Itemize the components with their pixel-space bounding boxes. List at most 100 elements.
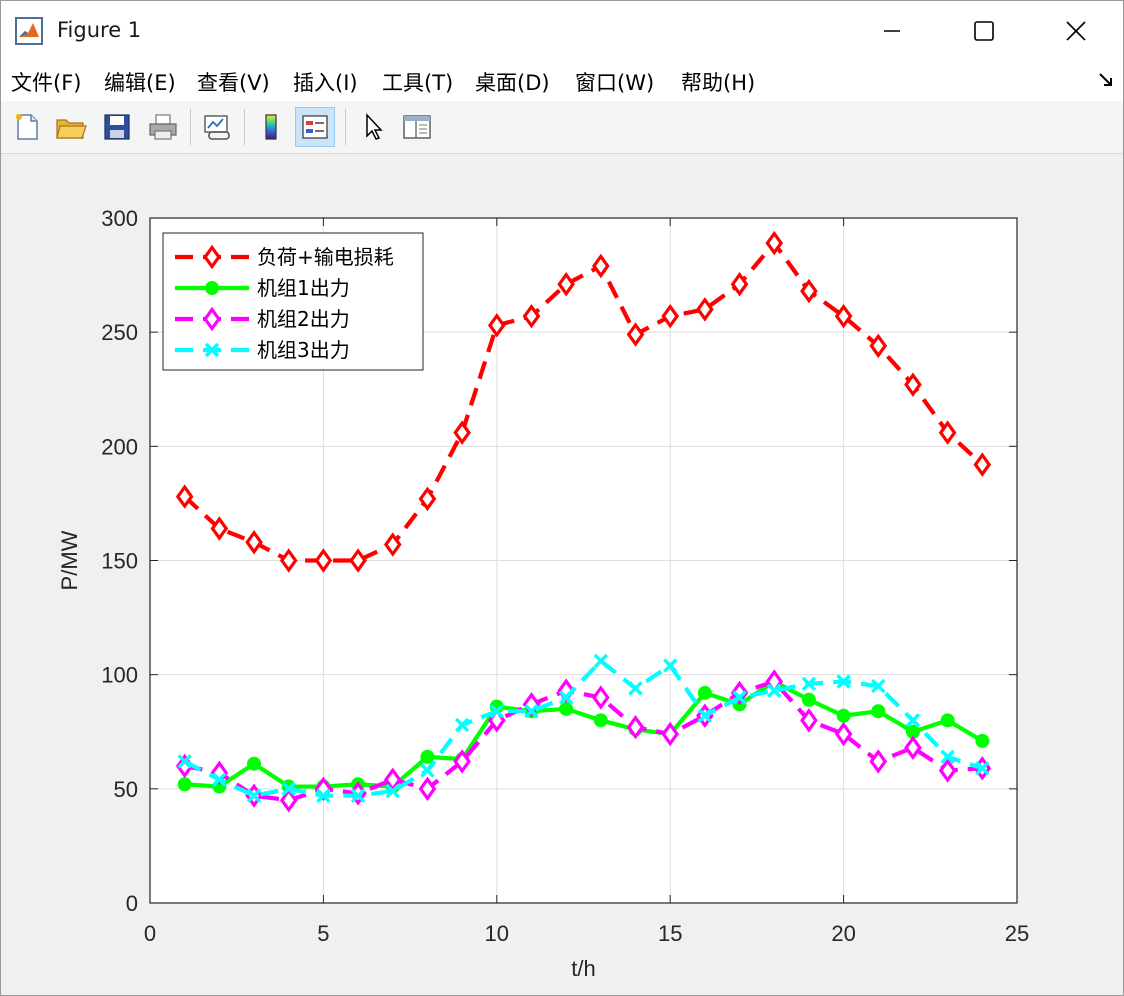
legend-item[interactable]: 机组3出力 <box>175 338 350 362</box>
series-3-point <box>314 776 333 802</box>
series-1-point <box>557 271 575 297</box>
link-plot-icon <box>204 115 230 140</box>
new-figure-button[interactable] <box>7 107 47 147</box>
series-4-point <box>697 708 713 723</box>
series-2-point <box>801 692 816 707</box>
y-tick-label: 250 <box>101 320 138 345</box>
menu-window[interactable]: 窗口(W) <box>575 71 655 95</box>
series-4-point <box>454 717 470 733</box>
x-tick-label: 5 <box>317 921 329 946</box>
save-button[interactable] <box>97 107 137 147</box>
y-tick-label: 50 <box>114 777 138 802</box>
print-button[interactable] <box>143 107 183 147</box>
series-1-point <box>834 303 853 329</box>
series-4-point <box>767 683 782 698</box>
series-2-point <box>593 713 608 728</box>
colorbar-button[interactable] <box>251 107 291 147</box>
series-4-point <box>281 781 296 797</box>
series-3-point <box>418 776 437 802</box>
legend-button[interactable] <box>295 107 335 147</box>
series-1-point <box>314 548 333 573</box>
window-title: Figure 1 <box>57 18 142 42</box>
menu-file[interactable]: 文件(F) <box>11 71 82 95</box>
series-4-point <box>871 678 886 694</box>
series-4-point <box>905 713 921 728</box>
maximize-icon <box>974 21 994 41</box>
series-4-point <box>420 763 435 778</box>
dock-arrow-icon[interactable] <box>1097 71 1115 89</box>
toolbar-separator <box>190 109 191 145</box>
series-2-point <box>247 756 262 771</box>
series-4-point <box>489 703 505 719</box>
menu-bar: 文件(F) 编辑(E) 查看(V) 插入(I) 工具(T) 桌面(D) 窗口(W… <box>1 61 1123 101</box>
series-4-point <box>316 788 331 803</box>
legend-marker <box>203 306 221 332</box>
series-3-point <box>279 788 298 813</box>
menu-edit[interactable]: 编辑(E) <box>104 71 176 95</box>
series-1-point <box>904 372 922 397</box>
print-icon <box>149 114 177 140</box>
series-1-point <box>487 313 506 338</box>
y-tick-label: 300 <box>101 206 138 231</box>
series-1-point <box>592 253 610 279</box>
maximize-button[interactable] <box>938 1 1030 61</box>
menu-insert[interactable]: 插入(I) <box>293 71 358 95</box>
series-4-point <box>246 788 262 803</box>
open-file-button[interactable] <box>51 107 91 147</box>
x-tick-label: 20 <box>831 921 855 946</box>
menu-view[interactable]: 查看(V) <box>197 71 270 95</box>
x-axis-label: t/h <box>571 956 595 981</box>
legend-label: 机组3出力 <box>257 338 350 362</box>
series-2-point <box>836 708 851 723</box>
legend-item[interactable]: 负荷+输电损耗 <box>175 244 394 270</box>
property-editor-icon <box>403 115 431 139</box>
y-tick-label: 150 <box>101 549 138 574</box>
legend-marker <box>204 342 220 358</box>
series-1-point <box>661 303 680 329</box>
pointer-button[interactable] <box>353 107 393 147</box>
property-editor-button[interactable] <box>397 107 437 147</box>
series-1-point <box>973 452 992 477</box>
series-4-point <box>940 749 955 765</box>
series-1-point <box>418 486 437 512</box>
series-1-point <box>869 333 888 359</box>
toolbar-separator <box>345 109 346 145</box>
series-3-point <box>904 735 922 760</box>
x-tick-label: 0 <box>144 921 156 946</box>
menu-tools[interactable]: 工具(T) <box>382 71 454 95</box>
series-2-point <box>697 685 712 700</box>
series-4-point <box>385 783 400 799</box>
matlab-icon <box>15 17 43 45</box>
series-4-point <box>350 788 366 803</box>
series-1-point <box>349 548 367 573</box>
series-1-point <box>175 484 194 509</box>
series-4-point <box>975 761 990 776</box>
save-icon <box>104 114 130 140</box>
series-3-point <box>834 721 853 747</box>
series-3-point <box>800 708 818 733</box>
minimize-button[interactable] <box>846 1 938 61</box>
close-button[interactable] <box>1030 1 1122 61</box>
pointer-icon <box>366 113 383 140</box>
series-3-point <box>869 749 888 774</box>
series-3 <box>175 669 992 813</box>
y-tick-label: 100 <box>101 663 138 688</box>
series-4-point <box>212 772 227 787</box>
legend-item[interactable]: 机组2出力 <box>175 306 350 332</box>
legend-icon <box>302 115 328 139</box>
legend-label: 机组2出力 <box>257 307 350 331</box>
legend-marker <box>205 281 219 295</box>
series-1-point <box>383 532 402 557</box>
series-2-point <box>420 749 435 764</box>
series-4-point <box>558 690 574 705</box>
legend-label: 机组1出力 <box>257 276 350 300</box>
title-bar: Figure 1 <box>1 1 1123 61</box>
series-4-point <box>177 754 192 769</box>
series-1-point <box>730 271 749 297</box>
link-plot-button[interactable] <box>197 107 237 147</box>
menu-help[interactable]: 帮助(H) <box>681 71 756 95</box>
legend-item[interactable]: 机组1出力 <box>175 276 350 300</box>
menu-desktop[interactable]: 桌面(D) <box>475 71 550 95</box>
